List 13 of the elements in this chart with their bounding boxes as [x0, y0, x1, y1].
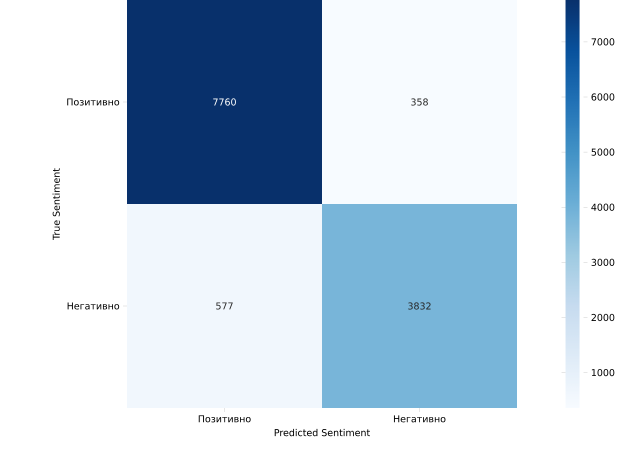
color-bar-label: 3000 [592, 258, 614, 266]
color-bar-label: 4000 [591, 204, 614, 211]
data-label: 358 [411, 98, 428, 106]
data-label: 577 [216, 302, 233, 310]
x-axis-title: Predicted Sentiment [274, 428, 370, 436]
color-bar-label: 6000 [592, 93, 614, 101]
color-bar-label: 2000 [592, 314, 614, 322]
color-bar-label: 5000 [592, 148, 614, 156]
data-label: 3832 [408, 302, 431, 310]
y-axis-title: True Sentiment [52, 168, 60, 240]
color-bar-label: 1000 [592, 369, 614, 376]
data-label: 7760 [213, 98, 236, 106]
color-bar-label: 7000 [592, 38, 614, 46]
